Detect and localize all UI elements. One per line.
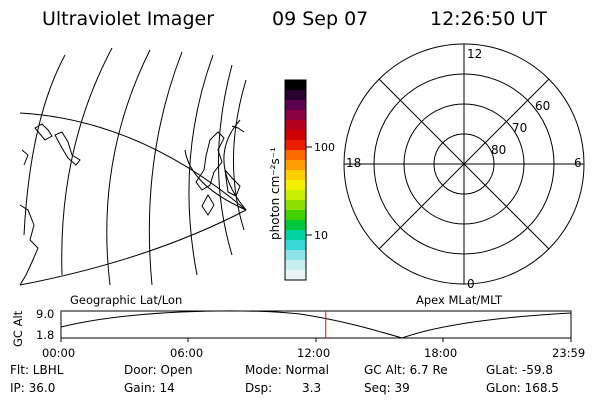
colorbar: [285, 80, 306, 281]
colorbar-swatch: [285, 120, 306, 131]
altitude-curve: [60, 310, 572, 339]
xtick-label-0000: 00:00: [42, 346, 75, 360]
polar-grid: [343, 43, 585, 285]
geographic-map: [19, 47, 247, 286]
colorbar-swatch: [285, 260, 306, 271]
ytick-label-high: 9.0: [36, 307, 54, 321]
colorbar-swatch: [285, 140, 306, 151]
gain-info: Gain: 14: [124, 381, 175, 395]
colorbar-swatch: [285, 200, 306, 211]
date-label: 09 Sep 07: [272, 8, 369, 30]
seq-info: Seq: 39: [364, 381, 410, 395]
filter-info: Flt: LBHL: [10, 363, 64, 377]
polar-label-dawn: 6: [574, 156, 582, 170]
polar-label-midnight: 0: [467, 277, 475, 291]
colorbar-swatch: [285, 180, 306, 191]
mode-info: Mode: Normal: [245, 363, 329, 377]
polar-label-dusk: 18: [346, 156, 361, 170]
xtick-label-1200: 12:00: [297, 346, 330, 360]
colorbar-frame: [284, 79, 307, 281]
polar-label-noon: 12: [467, 47, 482, 61]
colorbar-swatch: [285, 170, 306, 181]
xtick-label-1800: 18:00: [424, 346, 457, 360]
colorbar-swatch: [285, 100, 306, 111]
geographic-panel-label: Geographic Lat/Lon: [70, 293, 182, 307]
colorbar-swatch: [285, 90, 306, 101]
colorbar-swatch: [285, 240, 306, 251]
colorbar-swatch: [285, 110, 306, 121]
xtick-label-0600: 06:00: [170, 346, 203, 360]
glat-info: GLat: -59.8: [486, 363, 553, 377]
gc-alt-info: GC Alt: 6.7 Re: [364, 363, 448, 377]
dsp-value: 3.3: [302, 381, 322, 395]
colorbar-swatch: [285, 210, 306, 221]
colorbar-swatch: [285, 160, 306, 171]
colorbar-swatch: [285, 230, 306, 241]
colorbar-swatch: [285, 130, 306, 141]
colorbar-swatch: [285, 190, 306, 201]
colorbar-swatch: [285, 80, 306, 91]
time-label: 12:26:50 UT: [430, 8, 547, 30]
colorbar-unit-label: photon cm⁻²s⁻¹: [268, 147, 282, 240]
altitude-plot: 9.0 1.8 GC Alt 00:00 06:00 12:00 18:00 2…: [11, 307, 585, 360]
colorbar-swatch: [285, 220, 306, 231]
colorbar-swatch: [285, 270, 306, 281]
ytick-label-low: 1.8: [36, 328, 54, 342]
ip-info: IP: 36.0: [10, 381, 56, 395]
glon-info: GLon: 168.5: [486, 381, 559, 395]
apex-panel-label: Apex MLat/MLT: [416, 293, 503, 307]
colorbar-swatch: [285, 150, 306, 161]
polar-label-lat70: 70: [512, 121, 527, 135]
instrument-title: Ultraviolet Imager: [42, 8, 215, 30]
colorbar-swatch: [285, 250, 306, 261]
dsp-label: Dsp:: [245, 381, 273, 395]
xtick-label-2359: 23:59: [552, 346, 585, 360]
door-info: Door: Open: [124, 363, 193, 377]
polar-label-lat60: 60: [535, 99, 550, 113]
colorbar-tick-label-high: 100: [314, 141, 335, 154]
polar-label-lat80: 80: [491, 143, 506, 157]
colorbar-tick-label-low: 10: [314, 229, 328, 242]
altitude-axis-label: GC Alt: [11, 310, 25, 347]
